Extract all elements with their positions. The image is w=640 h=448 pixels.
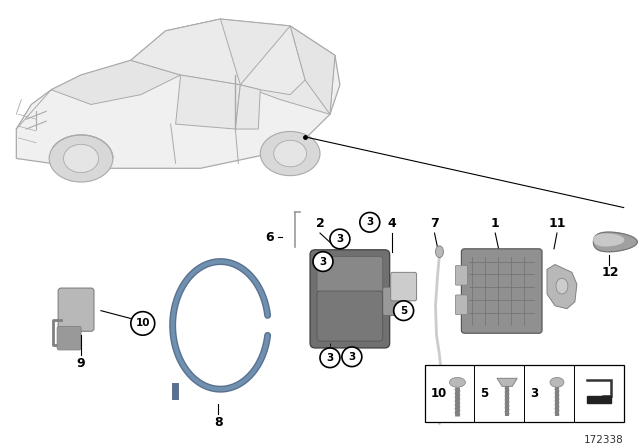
Text: 10: 10 — [431, 387, 447, 400]
Circle shape — [330, 229, 350, 249]
Polygon shape — [51, 60, 180, 104]
FancyBboxPatch shape — [58, 288, 94, 331]
Polygon shape — [497, 379, 517, 386]
Polygon shape — [236, 85, 260, 129]
Ellipse shape — [274, 140, 307, 167]
Text: 3: 3 — [336, 234, 344, 244]
Ellipse shape — [63, 144, 99, 172]
Text: 12: 12 — [602, 267, 620, 280]
Ellipse shape — [260, 131, 320, 176]
Text: 2: 2 — [316, 217, 324, 230]
Ellipse shape — [49, 135, 113, 182]
Polygon shape — [131, 19, 335, 114]
Polygon shape — [17, 19, 340, 168]
Text: 10: 10 — [136, 319, 150, 328]
Ellipse shape — [435, 246, 444, 258]
Text: 1: 1 — [491, 217, 500, 230]
Text: 6: 6 — [266, 231, 274, 244]
Text: 11: 11 — [548, 217, 566, 230]
Polygon shape — [290, 26, 335, 114]
Text: 3: 3 — [530, 387, 538, 400]
Ellipse shape — [556, 278, 568, 294]
FancyBboxPatch shape — [390, 272, 417, 301]
Polygon shape — [593, 232, 637, 252]
Text: 7: 7 — [430, 217, 439, 230]
FancyBboxPatch shape — [424, 365, 623, 422]
FancyBboxPatch shape — [57, 326, 81, 350]
FancyBboxPatch shape — [456, 266, 467, 285]
Text: 5: 5 — [400, 306, 407, 316]
Text: 5: 5 — [480, 387, 488, 400]
Circle shape — [131, 312, 155, 335]
Circle shape — [342, 347, 362, 366]
Circle shape — [320, 348, 340, 368]
Text: 172338: 172338 — [584, 435, 623, 445]
FancyBboxPatch shape — [317, 257, 383, 292]
Ellipse shape — [550, 377, 564, 387]
Ellipse shape — [449, 377, 465, 387]
Circle shape — [394, 301, 413, 320]
Polygon shape — [241, 26, 305, 95]
Text: 3: 3 — [326, 353, 333, 363]
FancyBboxPatch shape — [317, 291, 383, 341]
Text: 3: 3 — [348, 352, 355, 362]
Text: 3: 3 — [366, 217, 373, 227]
Text: 3: 3 — [319, 257, 326, 267]
Polygon shape — [594, 234, 623, 246]
Text: 8: 8 — [214, 416, 223, 429]
Circle shape — [313, 252, 333, 271]
Text: 9: 9 — [77, 357, 85, 370]
FancyBboxPatch shape — [456, 295, 467, 314]
Text: 4: 4 — [387, 217, 396, 230]
Polygon shape — [547, 264, 577, 309]
FancyBboxPatch shape — [310, 250, 390, 348]
Polygon shape — [131, 19, 241, 85]
Polygon shape — [587, 396, 611, 403]
FancyBboxPatch shape — [461, 249, 542, 333]
FancyBboxPatch shape — [383, 287, 406, 315]
Polygon shape — [175, 75, 241, 129]
Circle shape — [360, 212, 380, 232]
